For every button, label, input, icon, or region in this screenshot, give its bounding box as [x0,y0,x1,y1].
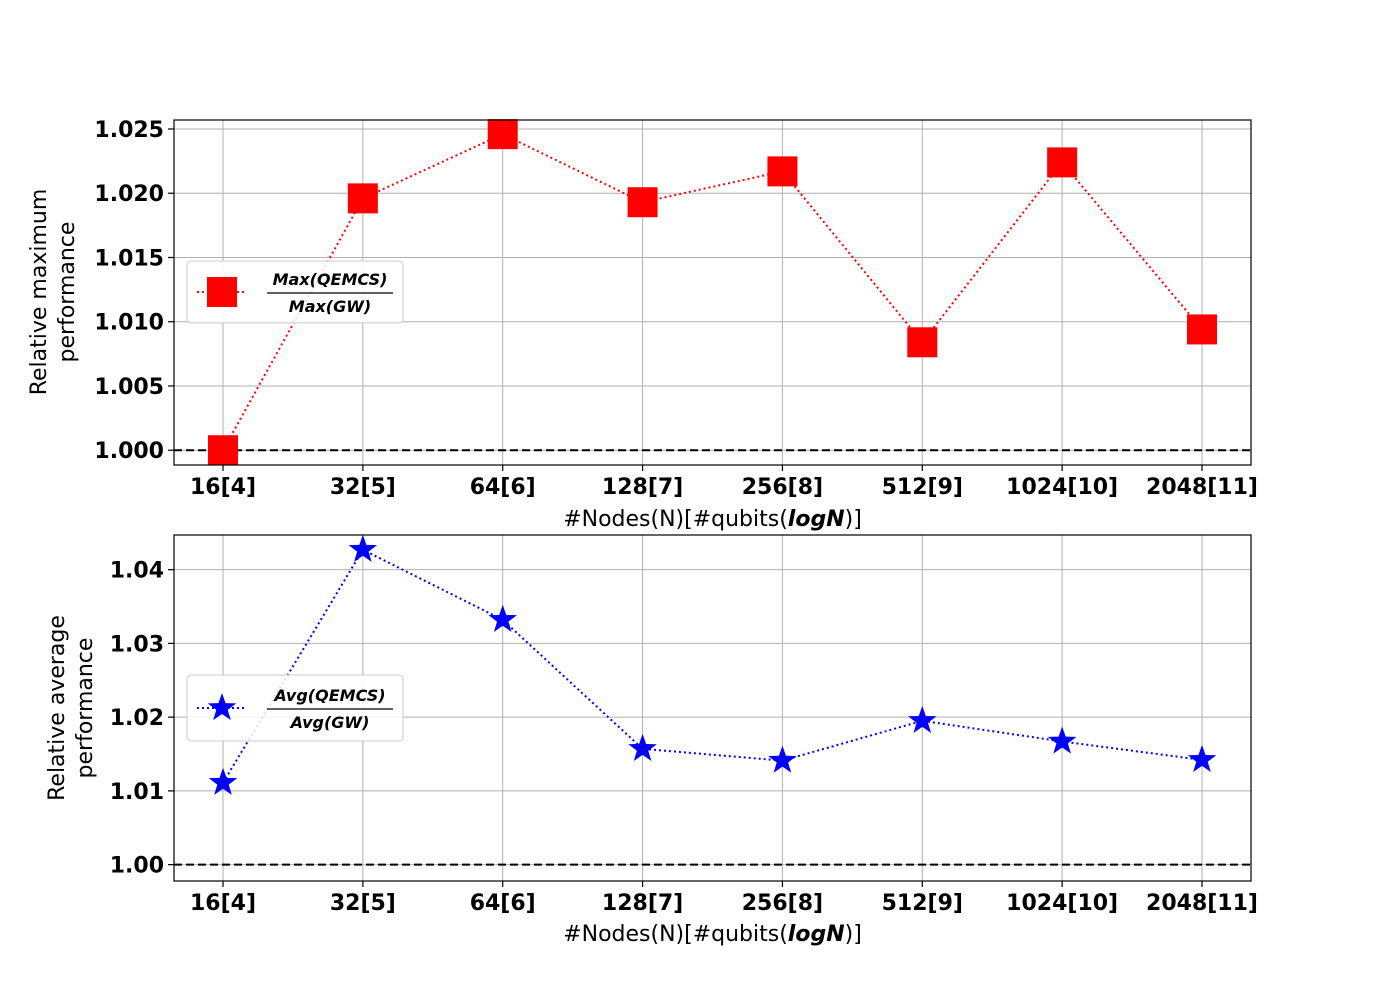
data-point [908,705,937,733]
y-tick-label: 1.020 [94,182,164,207]
data-point [488,604,517,632]
x-axis-label-suffix: )] [845,922,862,947]
y-axis-label: Relative average [45,615,70,801]
legend-box [186,260,404,324]
y-tick-label: 1.005 [94,375,164,400]
data-point [208,767,238,795]
y-tick-label: 1.010 [94,311,164,336]
data-point [487,119,518,150]
data-point [208,435,238,466]
x-tick-label: 512[9] [882,891,963,916]
y-tick-label: 1.02 [110,706,164,731]
x-tick-label: 1024[10] [1006,891,1118,916]
x-tick-label: 1024[10] [1006,475,1118,500]
x-tick-label: 512[9] [882,475,963,500]
y-tick-label: 1.01 [110,780,164,805]
data-point [907,327,938,358]
data-point [347,183,378,214]
x-tick-label: 64[6] [470,475,536,500]
legend-denominator: Max(GW) [289,297,371,316]
y-tick-label: 1.03 [110,632,164,657]
y-axis-label: performance [55,222,80,363]
y-tick-label: 1.04 [110,559,164,584]
data-point [627,187,658,218]
data-point [768,745,797,773]
x-tick-label: 128[7] [602,891,683,916]
y-tick-label: 1.025 [94,118,164,143]
legend-marker [207,277,237,307]
chart-panel-1: 16[4] 32[5] 64[6] 128[7] 256[8] 512[9] 1024[10… [27,118,1258,532]
x-tick-label: 256[8] [742,891,823,916]
x-tick-label: 32[5] [330,891,396,916]
x-axis-label: #Nodes(N)[#qubits(logN)] [563,507,862,532]
legend-box [186,674,404,742]
y-axis-label: Relative maximum [27,189,52,396]
legend: Avg(QEMCS) Avg(GW) [186,674,404,742]
x-tick-label: 2048[11] [1146,475,1258,500]
data-point [1187,744,1217,773]
x-tick-label: 16[4] [190,891,256,916]
x-axis-label-emph: logN [788,922,845,947]
data-point [348,534,378,562]
legend: Max(QEMCS) Max(GW) [186,260,404,324]
data-point [628,733,657,761]
x-tick-label: 2048[11] [1146,891,1258,916]
series-line [222,133,1203,451]
x-tick-label: 256[8] [742,475,823,500]
y-tick-label: 1.000 [94,439,164,464]
x-tick-label: 64[6] [470,891,536,916]
legend-denominator: Avg(GW) [289,713,370,732]
x-axis-label-suffix: )] [845,507,862,532]
chart-panel-2: 16[4] 32[5] 64[6] 128[7] 256[8] 512[9] 1024[10… [45,534,1258,947]
y-tick-label: 1.00 [110,854,164,879]
x-axis-label-emph: logN [788,507,845,532]
x-axis-label-prefix: #Nodes(N)[#qubits( [563,507,788,532]
y-axis-label: performance [73,638,98,779]
y-tick-label: 1.015 [94,246,164,271]
axes-frame [173,119,1252,466]
legend-numerator: Max(QEMCS) [273,270,388,289]
x-tick-label: 16[4] [190,475,256,500]
legend-numerator: Avg(QEMCS) [272,686,385,705]
x-axis-label-prefix: #Nodes(N)[#qubits( [563,922,788,947]
data-point [1047,147,1078,178]
data-point [767,156,798,187]
axes-frame [173,534,1252,882]
data-point [1047,726,1077,754]
data-point [1187,314,1217,345]
x-tick-label: 32[5] [330,475,396,500]
legend-marker [207,693,237,721]
x-axis-label: #Nodes(N)[#qubits(logN)] [563,922,862,947]
x-tick-label: 128[7] [602,475,683,500]
